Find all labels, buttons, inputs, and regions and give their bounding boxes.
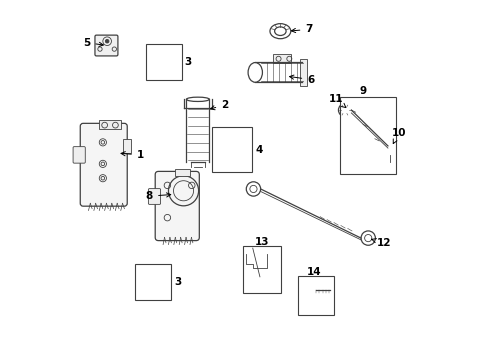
Bar [273,54,290,63]
Bar [135,264,171,300]
Bar [145,44,182,80]
FancyBboxPatch shape [155,171,199,240]
Bar [260,281,267,285]
Bar [99,120,121,129]
Bar [174,169,189,176]
Text: 10: 10 [391,128,405,144]
Text: 3: 3 [174,277,181,287]
Bar [212,127,251,172]
Bar [300,59,306,86]
Text: 8: 8 [145,191,170,201]
Text: 12: 12 [371,238,391,248]
Text: 6: 6 [289,75,314,85]
Text: 11: 11 [328,94,345,108]
Text: 14: 14 [306,267,321,277]
Bar [384,153,394,158]
Bar [243,246,280,293]
Bar [123,139,131,153]
Bar [340,96,395,174]
Circle shape [105,40,109,43]
Text: 1: 1 [121,150,144,160]
FancyBboxPatch shape [95,35,118,56]
FancyBboxPatch shape [73,147,85,163]
Text: 3: 3 [184,57,191,67]
Text: 13: 13 [254,237,268,247]
FancyBboxPatch shape [80,123,127,206]
Text: 2: 2 [210,100,228,110]
Text: 4: 4 [255,144,262,154]
Text: 5: 5 [83,38,103,48]
Text: 7: 7 [291,24,312,35]
Bar [298,276,333,315]
FancyBboxPatch shape [148,189,160,204]
Text: 9: 9 [359,86,366,96]
